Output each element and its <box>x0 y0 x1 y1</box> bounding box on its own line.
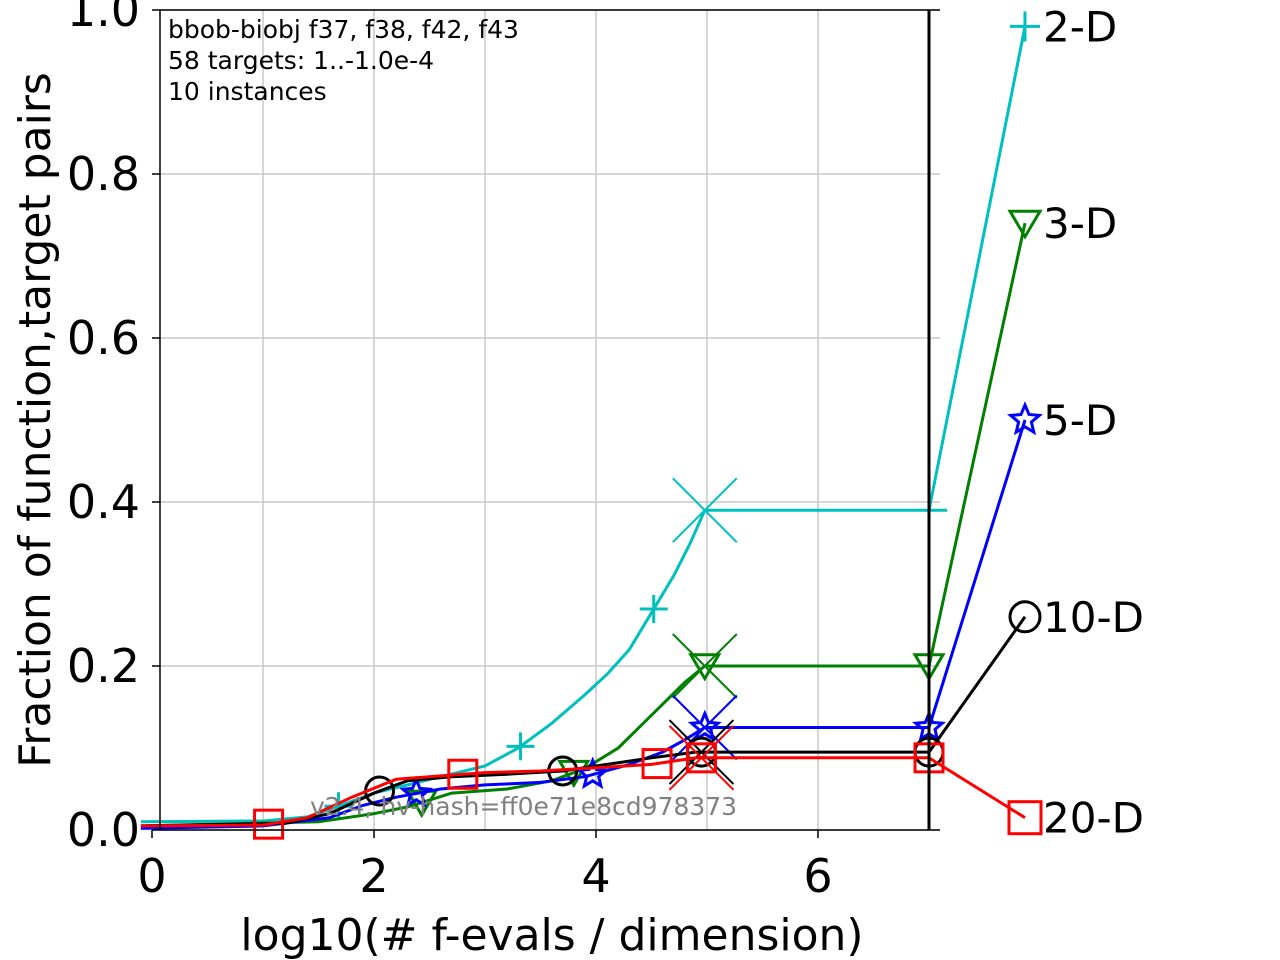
info-line: bbob-biobj f37, f38, f42, f43 <box>168 15 519 44</box>
y-tick-label: 0.6 <box>67 311 140 365</box>
series-extension <box>927 26 1027 511</box>
version-hash: v2.4, hv-hash=ff0e71e8cd978373 <box>310 792 737 821</box>
y-tick-label: 0.0 <box>67 803 140 857</box>
final-x-marker <box>672 633 738 699</box>
final-x-marker <box>672 477 738 543</box>
series-line <box>140 756 929 828</box>
star-marker <box>399 775 434 808</box>
x-axis-label: log10(# f-evals / dimension) <box>240 910 863 960</box>
y-tick-label: 0.4 <box>67 475 140 529</box>
dimension-label: 3-D <box>1043 199 1117 248</box>
square-marker <box>641 748 673 780</box>
square-marker <box>447 758 479 790</box>
series-line <box>140 726 929 830</box>
grid <box>160 9 940 831</box>
series-layer <box>140 11 1044 840</box>
square-marker <box>1007 800 1043 836</box>
y-tick-label: 0.8 <box>67 147 140 201</box>
final-x-marker <box>672 694 738 761</box>
series-extension <box>927 222 1027 667</box>
dimension-label: 5-D <box>1043 396 1117 445</box>
info-line: 10 instances <box>168 77 327 106</box>
x-tick-label: 2 <box>359 849 388 903</box>
series-2-D <box>140 11 1040 824</box>
dimension-labels: 2-D 3-D 5-D 10-D 20-D <box>1043 2 1144 842</box>
series-extension <box>927 419 1027 728</box>
series-extension <box>927 615 1027 753</box>
dimension-label: 2-D <box>1043 2 1117 51</box>
square-marker <box>685 742 717 774</box>
axes <box>151 9 940 838</box>
x-tick-label: 4 <box>581 849 610 903</box>
y-tick-label: 0.2 <box>67 639 140 693</box>
final-x-marker <box>668 719 735 785</box>
y-axis-label: Fraction of function,target pairs <box>10 72 61 768</box>
triangle-marker <box>1007 209 1043 240</box>
final-x-marker <box>668 725 735 791</box>
star-marker <box>1006 401 1044 436</box>
circle-marker <box>1008 600 1042 634</box>
square-marker <box>253 808 285 840</box>
series-3-D <box>140 209 1043 828</box>
series-line <box>140 750 929 828</box>
dimension-label: 20-D <box>1043 794 1144 843</box>
dimension-label: 10-D <box>1043 593 1144 642</box>
info-line: 58 targets: 1..-1.0e-4 <box>168 46 434 75</box>
x-tick-label: 0 <box>137 849 166 903</box>
star-marker <box>687 709 722 742</box>
series-5-D <box>140 401 1044 830</box>
x-tick-label: 6 <box>803 849 832 903</box>
y-tick-label: 1.0 <box>67 0 140 37</box>
triangle-marker <box>688 653 722 682</box>
tick-labels: 0 2 4 6 0.0 0.2 0.4 0.6 0.8 1.0 <box>67 0 833 903</box>
